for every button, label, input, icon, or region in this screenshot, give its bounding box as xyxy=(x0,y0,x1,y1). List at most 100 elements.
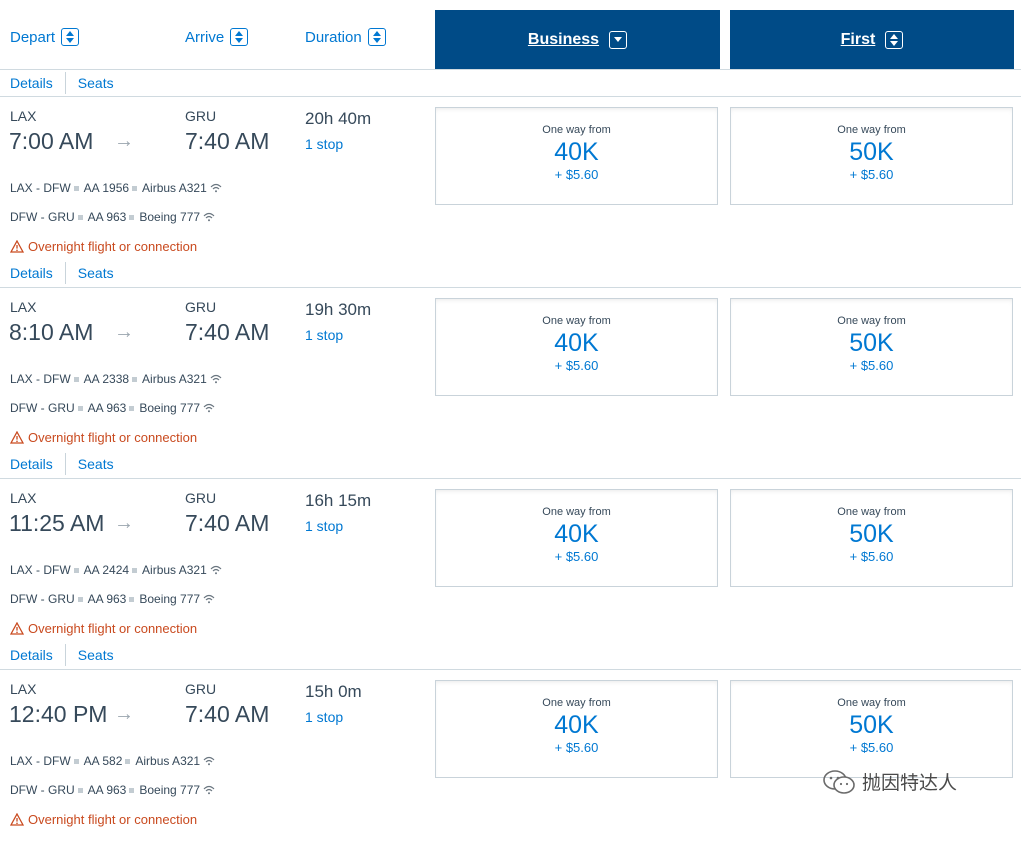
warning-text: Overnight flight or connection xyxy=(28,812,198,827)
wifi-icon xyxy=(210,565,222,575)
depart-time: 12:40 PM xyxy=(9,701,108,727)
segment-route: LAX - DFW xyxy=(10,372,71,386)
fare-miles: 50K xyxy=(849,711,894,739)
aircraft-type: Boeing 777 xyxy=(139,592,201,606)
fare-miles: 50K xyxy=(849,329,894,357)
details-link[interactable]: Details xyxy=(10,264,53,281)
arrive-header-label: Arrive xyxy=(185,28,225,46)
fare-label: One way from xyxy=(837,315,906,327)
results-header: Depart Arrive Duration Business First xyxy=(0,0,1021,70)
sort-duration-button[interactable]: Duration xyxy=(305,28,386,46)
flight-row: LAX 11:25 AM → GRU 7:40 AM 16h 15m 1 stop LAX -… xyxy=(0,479,1021,670)
segment-route: DFW - GRU xyxy=(10,783,75,797)
first-header-label: First xyxy=(840,30,876,48)
flight-duration: 19h 30m xyxy=(305,300,372,319)
sort-icon xyxy=(61,28,80,46)
first-fare-cell[interactable]: One way from 50K + $5.60 xyxy=(730,489,1013,587)
separator-square xyxy=(132,376,138,382)
details-link[interactable]: Details xyxy=(10,646,53,663)
business-fare-cell[interactable]: One way from 40K + $5.60 xyxy=(435,298,718,396)
warning-text: Overnight flight or connection xyxy=(28,430,198,445)
fare-label: One way from xyxy=(542,697,611,709)
segment-route: DFW - GRU xyxy=(10,592,75,606)
warning-icon xyxy=(10,622,24,635)
arrow-right-icon: → xyxy=(114,321,134,343)
watermark: 抛因特达人 xyxy=(822,768,957,795)
depart-time: 8:10 AM xyxy=(9,319,94,345)
separator-square xyxy=(129,405,135,411)
origin-code: LAX xyxy=(10,681,37,697)
flight-number: AA 582 xyxy=(83,754,123,768)
first-fare-cell[interactable]: One way from 50K + $5.60 xyxy=(730,680,1013,778)
segment-route: LAX - DFW xyxy=(10,181,71,195)
separator-square xyxy=(77,214,83,220)
seats-link[interactable]: Seats xyxy=(77,264,114,281)
arrive-time: 7:40 AM xyxy=(185,510,270,536)
fare-label: One way from xyxy=(542,506,611,518)
fare-label: One way from xyxy=(542,315,611,327)
wifi-icon xyxy=(210,374,222,384)
business-fare-cell[interactable]: One way from 40K + $5.60 xyxy=(435,680,718,778)
overnight-warning: Overnight flight or connection xyxy=(10,812,197,827)
separator-square xyxy=(73,758,79,764)
divider xyxy=(0,669,1021,670)
sort-arrive-button[interactable]: Arrive xyxy=(185,28,249,46)
wifi-icon xyxy=(203,594,215,604)
stops-link[interactable]: 1 stop xyxy=(305,136,344,152)
warning-icon xyxy=(10,431,24,444)
details-link[interactable]: Details xyxy=(10,455,53,472)
fare-taxes: + $5.60 xyxy=(554,549,599,564)
sort-depart-button[interactable]: Depart xyxy=(10,28,80,46)
overnight-warning: Overnight flight or connection xyxy=(10,621,197,636)
warning-icon xyxy=(10,240,24,253)
seats-link[interactable]: Seats xyxy=(77,646,114,663)
segment-route: DFW - GRU xyxy=(10,401,75,415)
business-fare-cell[interactable]: One way from 40K + $5.60 xyxy=(435,489,718,587)
divider xyxy=(0,69,1021,70)
business-fare-cell[interactable]: One way from 40K + $5.60 xyxy=(435,107,718,205)
flight-number: AA 2424 xyxy=(83,563,130,577)
divider xyxy=(0,478,1021,479)
flight-number: AA 963 xyxy=(87,401,127,415)
flight-number: AA 1956 xyxy=(83,181,130,195)
aircraft-type: Airbus A321 xyxy=(142,563,207,577)
separator-square xyxy=(73,376,79,382)
segment-route: LAX - DFW xyxy=(10,563,71,577)
first-cabin-header[interactable]: First xyxy=(730,10,1014,69)
first-fare-cell[interactable]: One way from 50K + $5.60 xyxy=(730,107,1013,205)
seats-link[interactable]: Seats xyxy=(77,455,114,472)
business-cabin-header[interactable]: Business xyxy=(435,10,720,69)
arrow-right-icon: → xyxy=(114,512,134,534)
flight-segment: LAX - DFW AA 2338 Airbus A321 xyxy=(10,372,222,386)
details-link[interactable]: Details xyxy=(10,74,53,91)
aircraft-type: Boeing 777 xyxy=(139,210,201,224)
origin-code: LAX xyxy=(10,108,37,124)
arrow-right-icon: → xyxy=(114,130,134,152)
divider xyxy=(64,452,66,475)
flight-number: AA 963 xyxy=(87,592,127,606)
stops-link[interactable]: 1 stop xyxy=(305,709,344,725)
wechat-icon xyxy=(823,769,855,794)
separator-square xyxy=(77,596,83,602)
stops-link[interactable]: 1 stop xyxy=(305,327,344,343)
divider xyxy=(64,643,66,666)
fare-miles: 40K xyxy=(554,711,599,739)
flight-row: LAX 8:10 AM → GRU 7:40 AM 19h 30m 1 stop LAX - … xyxy=(0,288,1021,479)
details-links: Details Seats xyxy=(10,641,114,668)
sort-icon xyxy=(367,28,386,46)
aircraft-type: Airbus A321 xyxy=(135,754,201,768)
separator-square xyxy=(73,185,79,191)
arrive-time: 7:40 AM xyxy=(185,128,270,154)
overnight-warning: Overnight flight or connection xyxy=(10,239,197,254)
flight-segment: LAX - DFW AA 582 Airbus A321 xyxy=(10,754,215,768)
stops-link[interactable]: 1 stop xyxy=(305,518,344,534)
fare-taxes: + $5.60 xyxy=(849,740,894,755)
fare-taxes: + $5.60 xyxy=(554,358,599,373)
seats-link[interactable]: Seats xyxy=(77,74,114,91)
wifi-icon xyxy=(203,403,215,413)
flight-segment: DFW - GRU AA 963 Boeing 777 xyxy=(10,210,215,224)
flight-segment: DFW - GRU AA 963 Boeing 777 xyxy=(10,592,215,606)
flight-segment: LAX - DFW AA 1956 Airbus A321 xyxy=(10,181,222,195)
first-fare-cell[interactable]: One way from 50K + $5.60 xyxy=(730,298,1013,396)
segment-route: DFW - GRU xyxy=(10,210,75,224)
